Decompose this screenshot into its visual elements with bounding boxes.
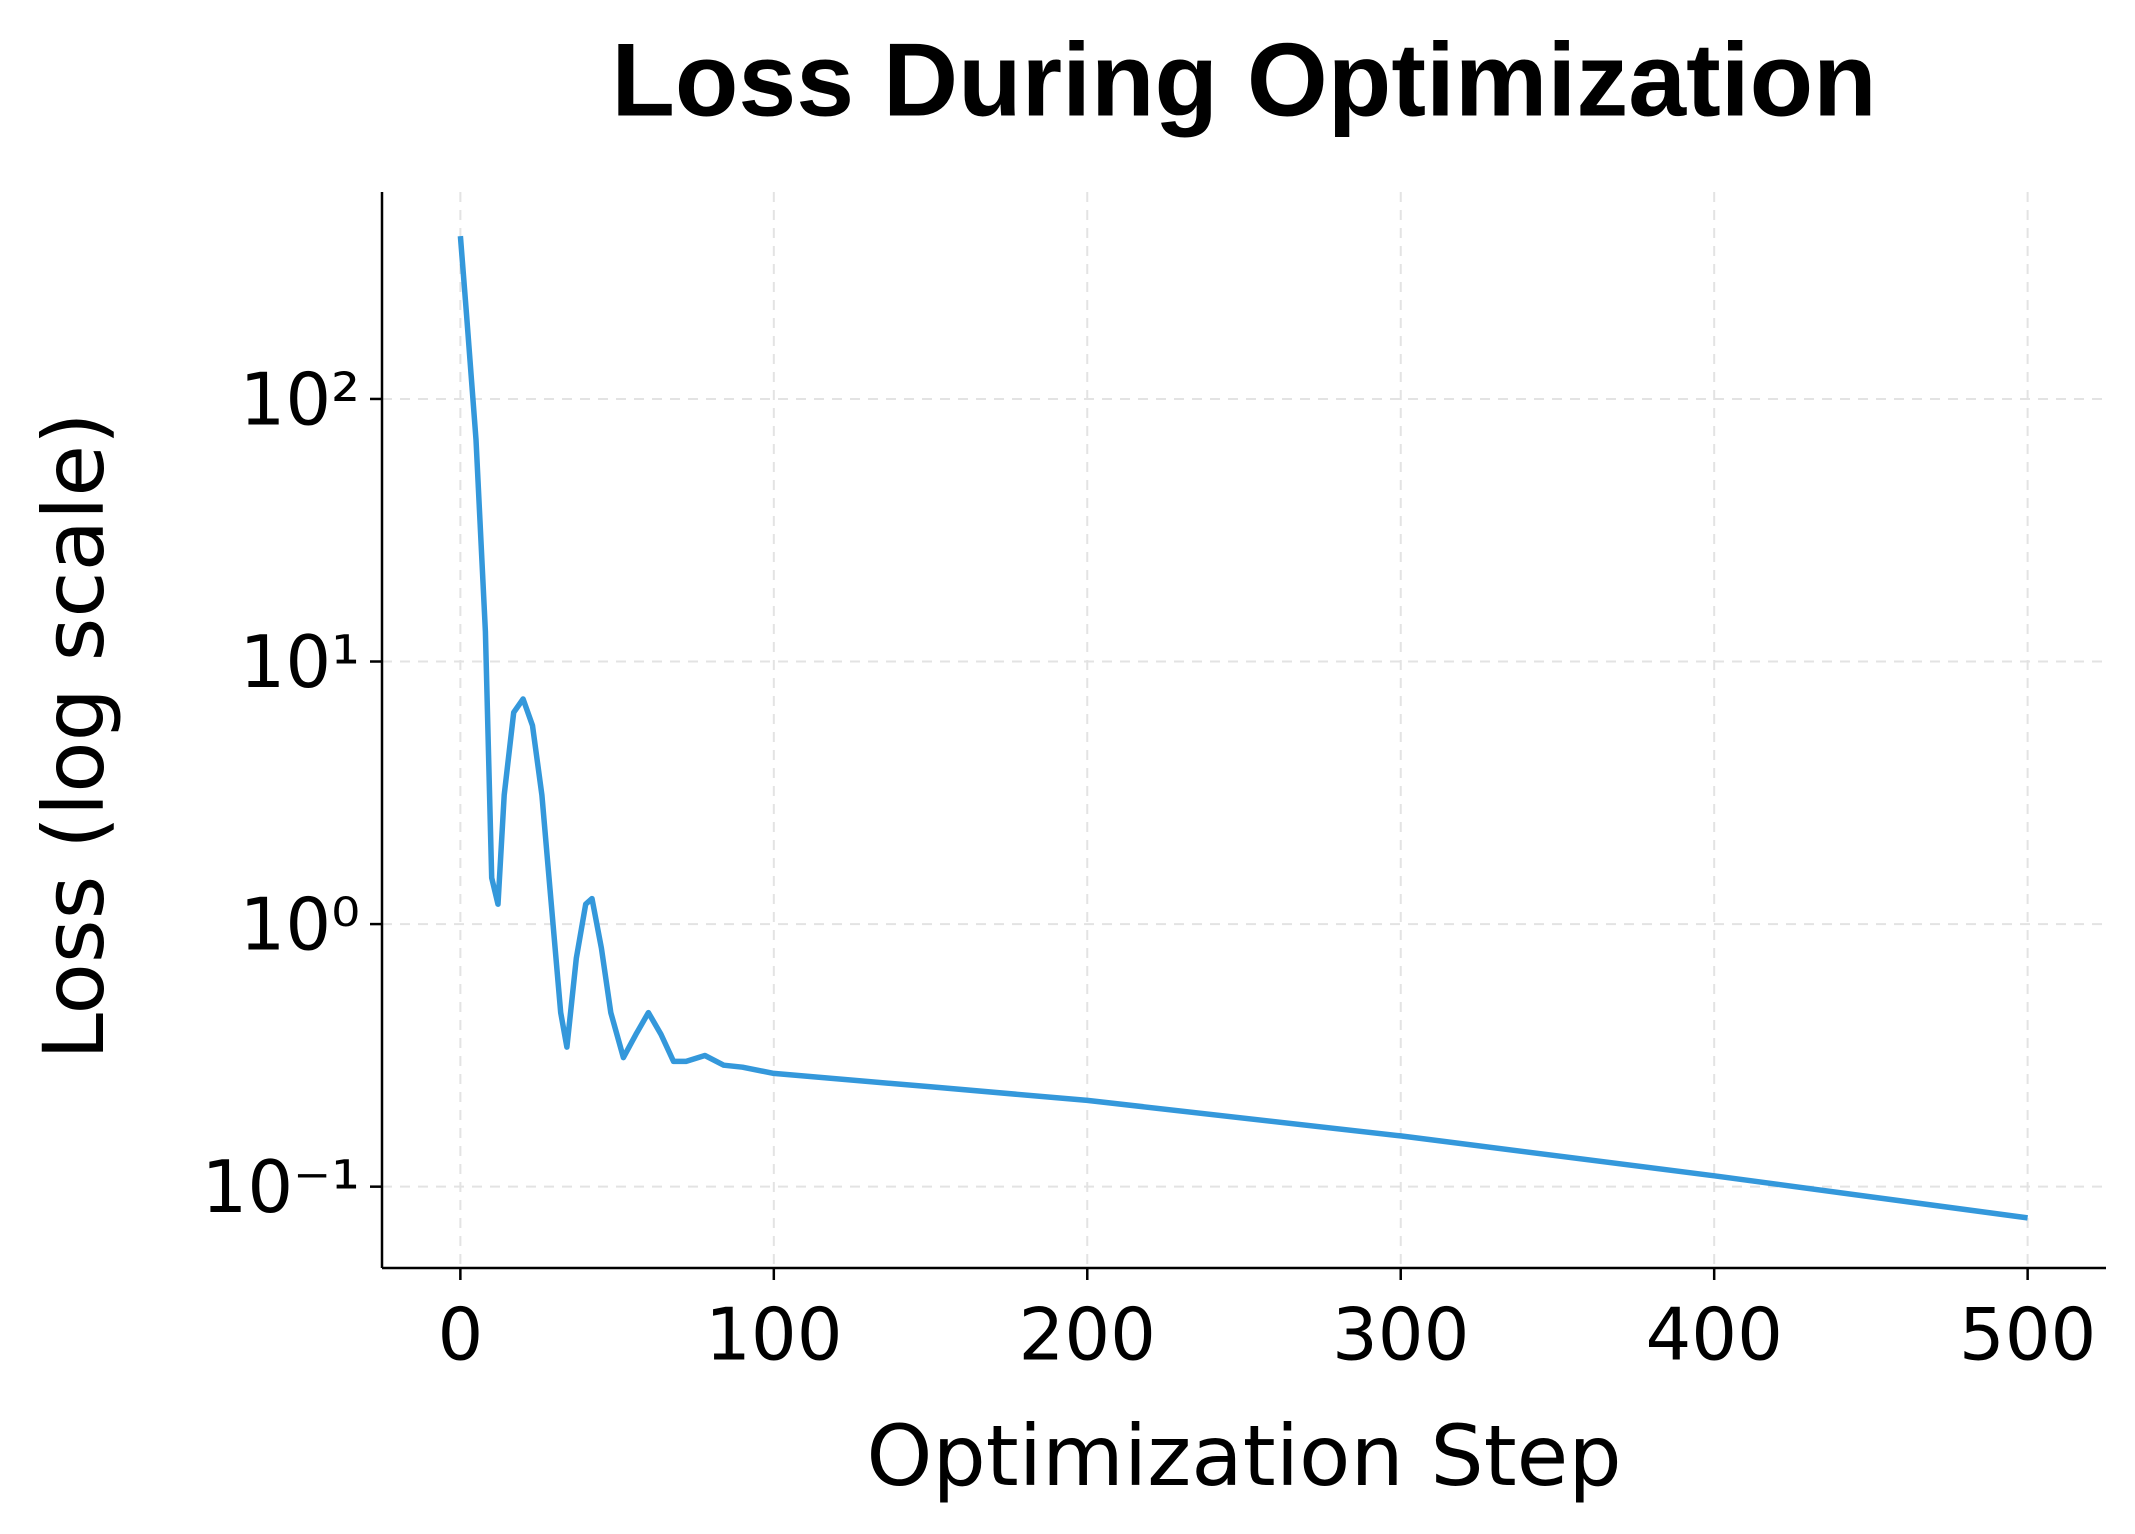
y-tick-label: 10⁻¹ — [202, 1145, 360, 1229]
loss-line — [457, 235, 2028, 1221]
grid — [382, 192, 2106, 1268]
x-tick-label: 500 — [1959, 1293, 2096, 1377]
x-tick-label: 0 — [437, 1293, 483, 1377]
y-tick-label: 10¹ — [240, 620, 360, 704]
x-axis-label: Optimization Step — [866, 1407, 1621, 1505]
x-tick-label: 400 — [1645, 1293, 1782, 1377]
x-tick-label: 100 — [705, 1293, 842, 1377]
y-tick-label: 10² — [240, 357, 360, 441]
x-tick-label: 300 — [1332, 1293, 1469, 1377]
x-tick-label: 200 — [1019, 1293, 1156, 1377]
y-tick-label: 10⁰ — [240, 883, 360, 967]
y-axis-label: Loss (log scale) — [25, 412, 123, 1060]
chart-title: Loss During Optimization — [611, 22, 1876, 138]
